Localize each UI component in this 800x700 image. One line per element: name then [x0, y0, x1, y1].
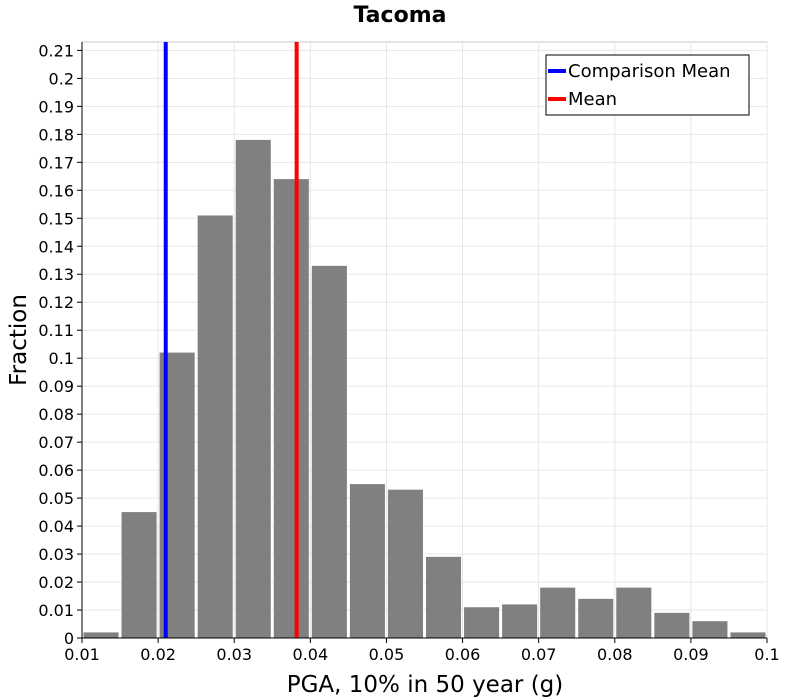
- histogram-bars: [83, 139, 766, 639]
- y-tick-label: 0.02: [38, 573, 74, 592]
- histogram-bar: [121, 512, 157, 638]
- y-tick-label: 0.12: [38, 293, 74, 312]
- plot-area: [81, 41, 768, 639]
- y-tick-label: 0.18: [38, 125, 74, 144]
- y-tick-label: 0.17: [38, 153, 74, 172]
- y-tick-label: 0.1: [49, 349, 74, 368]
- histogram-bar: [654, 612, 690, 638]
- y-tick-label: 0.19: [38, 97, 74, 116]
- histogram-bar: [197, 215, 233, 638]
- histogram-bar: [616, 587, 652, 638]
- legend: Comparison Mean Mean: [545, 54, 750, 116]
- y-tick-label: 0.06: [38, 461, 74, 480]
- y-tick-label: 0.09: [38, 377, 74, 396]
- histogram-bar: [235, 139, 271, 638]
- legend-label-mean: Mean: [568, 89, 617, 110]
- y-tick-label: 0.04: [38, 517, 74, 536]
- x-axis-label: PGA, 10% in 50 year (g): [287, 672, 564, 698]
- y-tick-label: 0.2: [49, 69, 74, 88]
- x-tick-label: 0.05: [369, 645, 405, 664]
- y-tick-label: 0.03: [38, 545, 74, 564]
- x-tick-label: 0.06: [445, 645, 481, 664]
- histogram-bar: [83, 632, 119, 638]
- y-tick-label: 0.07: [38, 433, 74, 452]
- mean-lines: [163, 42, 299, 638]
- x-tick-label: 0.04: [293, 645, 329, 664]
- legend-box: [545, 54, 750, 116]
- histogram-bar: [387, 489, 423, 638]
- y-tick-label: 0.05: [38, 489, 74, 508]
- histogram-bar: [464, 607, 500, 638]
- y-tick-labels: 0 0.01 0.02 0.03 0.04 0.05 0.06 0.07 0.08 0.09 0.1…: [38, 41, 74, 648]
- y-tick-label: 0.16: [38, 181, 74, 200]
- x-tick-label: 0.03: [216, 645, 252, 664]
- y-tick-label: 0.08: [38, 405, 74, 424]
- histogram-bar: [578, 598, 614, 638]
- x-tick-label: 0.08: [597, 645, 633, 664]
- x-tick-label: 0.02: [140, 645, 176, 664]
- y-tick-label: 0.11: [38, 321, 74, 340]
- y-tick-label: 0.14: [38, 237, 74, 256]
- x-tick-label: 0.1: [754, 645, 779, 664]
- histogram-bar: [311, 265, 347, 638]
- chart-title: Tacoma: [354, 3, 447, 28]
- histogram-bar: [540, 587, 576, 638]
- histogram-bar: [273, 179, 309, 639]
- x-tick-label: 0.07: [521, 645, 557, 664]
- y-tick-label: 0.13: [38, 265, 74, 284]
- histogram-bar: [426, 556, 462, 638]
- y-tick-label: 0.15: [38, 209, 74, 228]
- x-tick-label: 0.01: [64, 645, 100, 664]
- histogram-bar: [502, 604, 538, 638]
- x-tick-labels: 0.01 0.02 0.03 0.04 0.05 0.06 0.07 0.08 0.09 0.1: [64, 645, 780, 664]
- y-tick-label: 0.21: [38, 41, 74, 60]
- legend-label-comparison-mean: Comparison Mean: [568, 61, 731, 82]
- histogram-bar: [730, 632, 766, 638]
- axes: [77, 42, 768, 643]
- y-tick-label: 0: [64, 629, 74, 648]
- y-tick-label: 0.01: [38, 601, 74, 620]
- y-axis-label: Fraction: [6, 294, 32, 386]
- histogram-bar: [349, 484, 385, 638]
- histogram-bar: [692, 621, 728, 638]
- x-tick-label: 0.09: [673, 645, 709, 664]
